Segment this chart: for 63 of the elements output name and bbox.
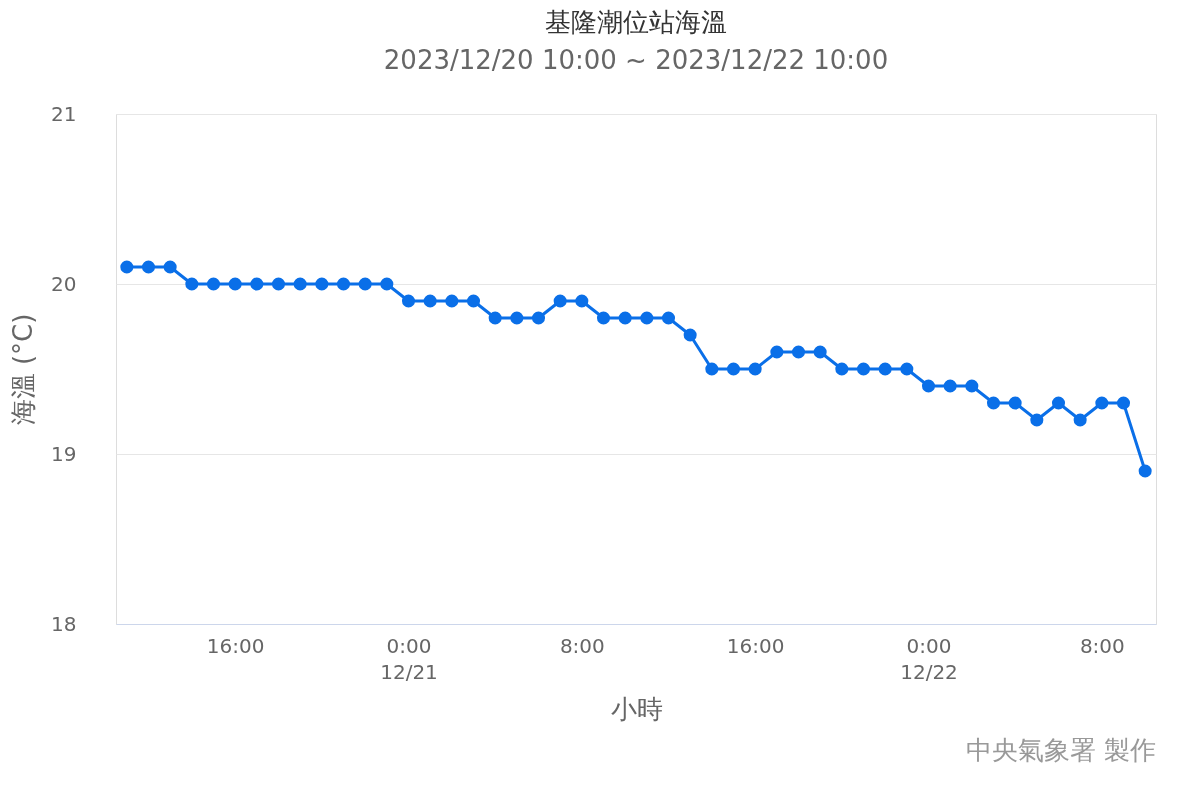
x-tick-label: 0:00 12/22 xyxy=(900,633,958,684)
point xyxy=(336,277,351,291)
x-tick-label: 16:00 xyxy=(206,633,265,658)
point xyxy=(1051,396,1066,410)
point xyxy=(553,294,567,308)
point xyxy=(640,311,654,325)
y-tick-label: 18 xyxy=(51,611,77,636)
point xyxy=(618,311,632,325)
point xyxy=(835,362,849,376)
point xyxy=(185,277,199,291)
point xyxy=(1008,396,1022,410)
y-tick-label: 21 xyxy=(51,101,77,126)
x-tick-label: 16:00 xyxy=(726,633,785,658)
point xyxy=(293,277,307,291)
point xyxy=(445,294,459,308)
point xyxy=(900,362,914,376)
point xyxy=(856,362,871,376)
point xyxy=(1073,413,1087,427)
point xyxy=(510,311,524,325)
point xyxy=(596,311,611,325)
point xyxy=(813,345,827,359)
point xyxy=(1116,396,1131,410)
point xyxy=(488,311,502,325)
y-tick-label: 20 xyxy=(51,271,77,296)
point xyxy=(358,277,372,291)
point xyxy=(250,277,264,291)
point xyxy=(965,379,979,393)
point xyxy=(878,362,892,376)
point xyxy=(466,294,481,308)
point xyxy=(401,294,416,308)
text: 中央氣象署 製作 xyxy=(965,735,1156,765)
point xyxy=(705,362,719,376)
point xyxy=(661,311,676,325)
point xyxy=(921,379,936,393)
x-tick-label: 8:00 xyxy=(559,633,605,658)
y-tick-label: 19 xyxy=(51,441,77,466)
point xyxy=(683,328,697,342)
chart-title: 基隆潮位站海溫 xyxy=(545,7,727,37)
point xyxy=(380,277,394,291)
point xyxy=(141,260,156,274)
point xyxy=(770,345,784,359)
x-tick-label: 0:00 12/21 xyxy=(380,633,438,684)
point xyxy=(228,277,242,291)
point xyxy=(315,277,329,291)
x-axis-title: 小時 xyxy=(610,693,663,724)
point xyxy=(120,260,134,274)
point xyxy=(748,362,762,376)
point xyxy=(1138,464,1152,478)
point xyxy=(986,396,1001,410)
point xyxy=(206,277,221,291)
point xyxy=(943,379,957,393)
point xyxy=(791,345,806,359)
point xyxy=(1030,413,1044,427)
chart-subtitle: 2023/12/20 10:00 ~ 2023/12/22 10:00 xyxy=(383,45,889,75)
point xyxy=(575,294,589,308)
point xyxy=(163,260,177,274)
point xyxy=(726,362,741,376)
point xyxy=(423,294,437,308)
y-axis-title: 海溫 (°C) xyxy=(8,313,39,426)
point xyxy=(531,311,546,325)
point xyxy=(1095,396,1109,410)
point xyxy=(271,277,286,291)
x-tick-label: 8:00 xyxy=(1079,633,1125,658)
